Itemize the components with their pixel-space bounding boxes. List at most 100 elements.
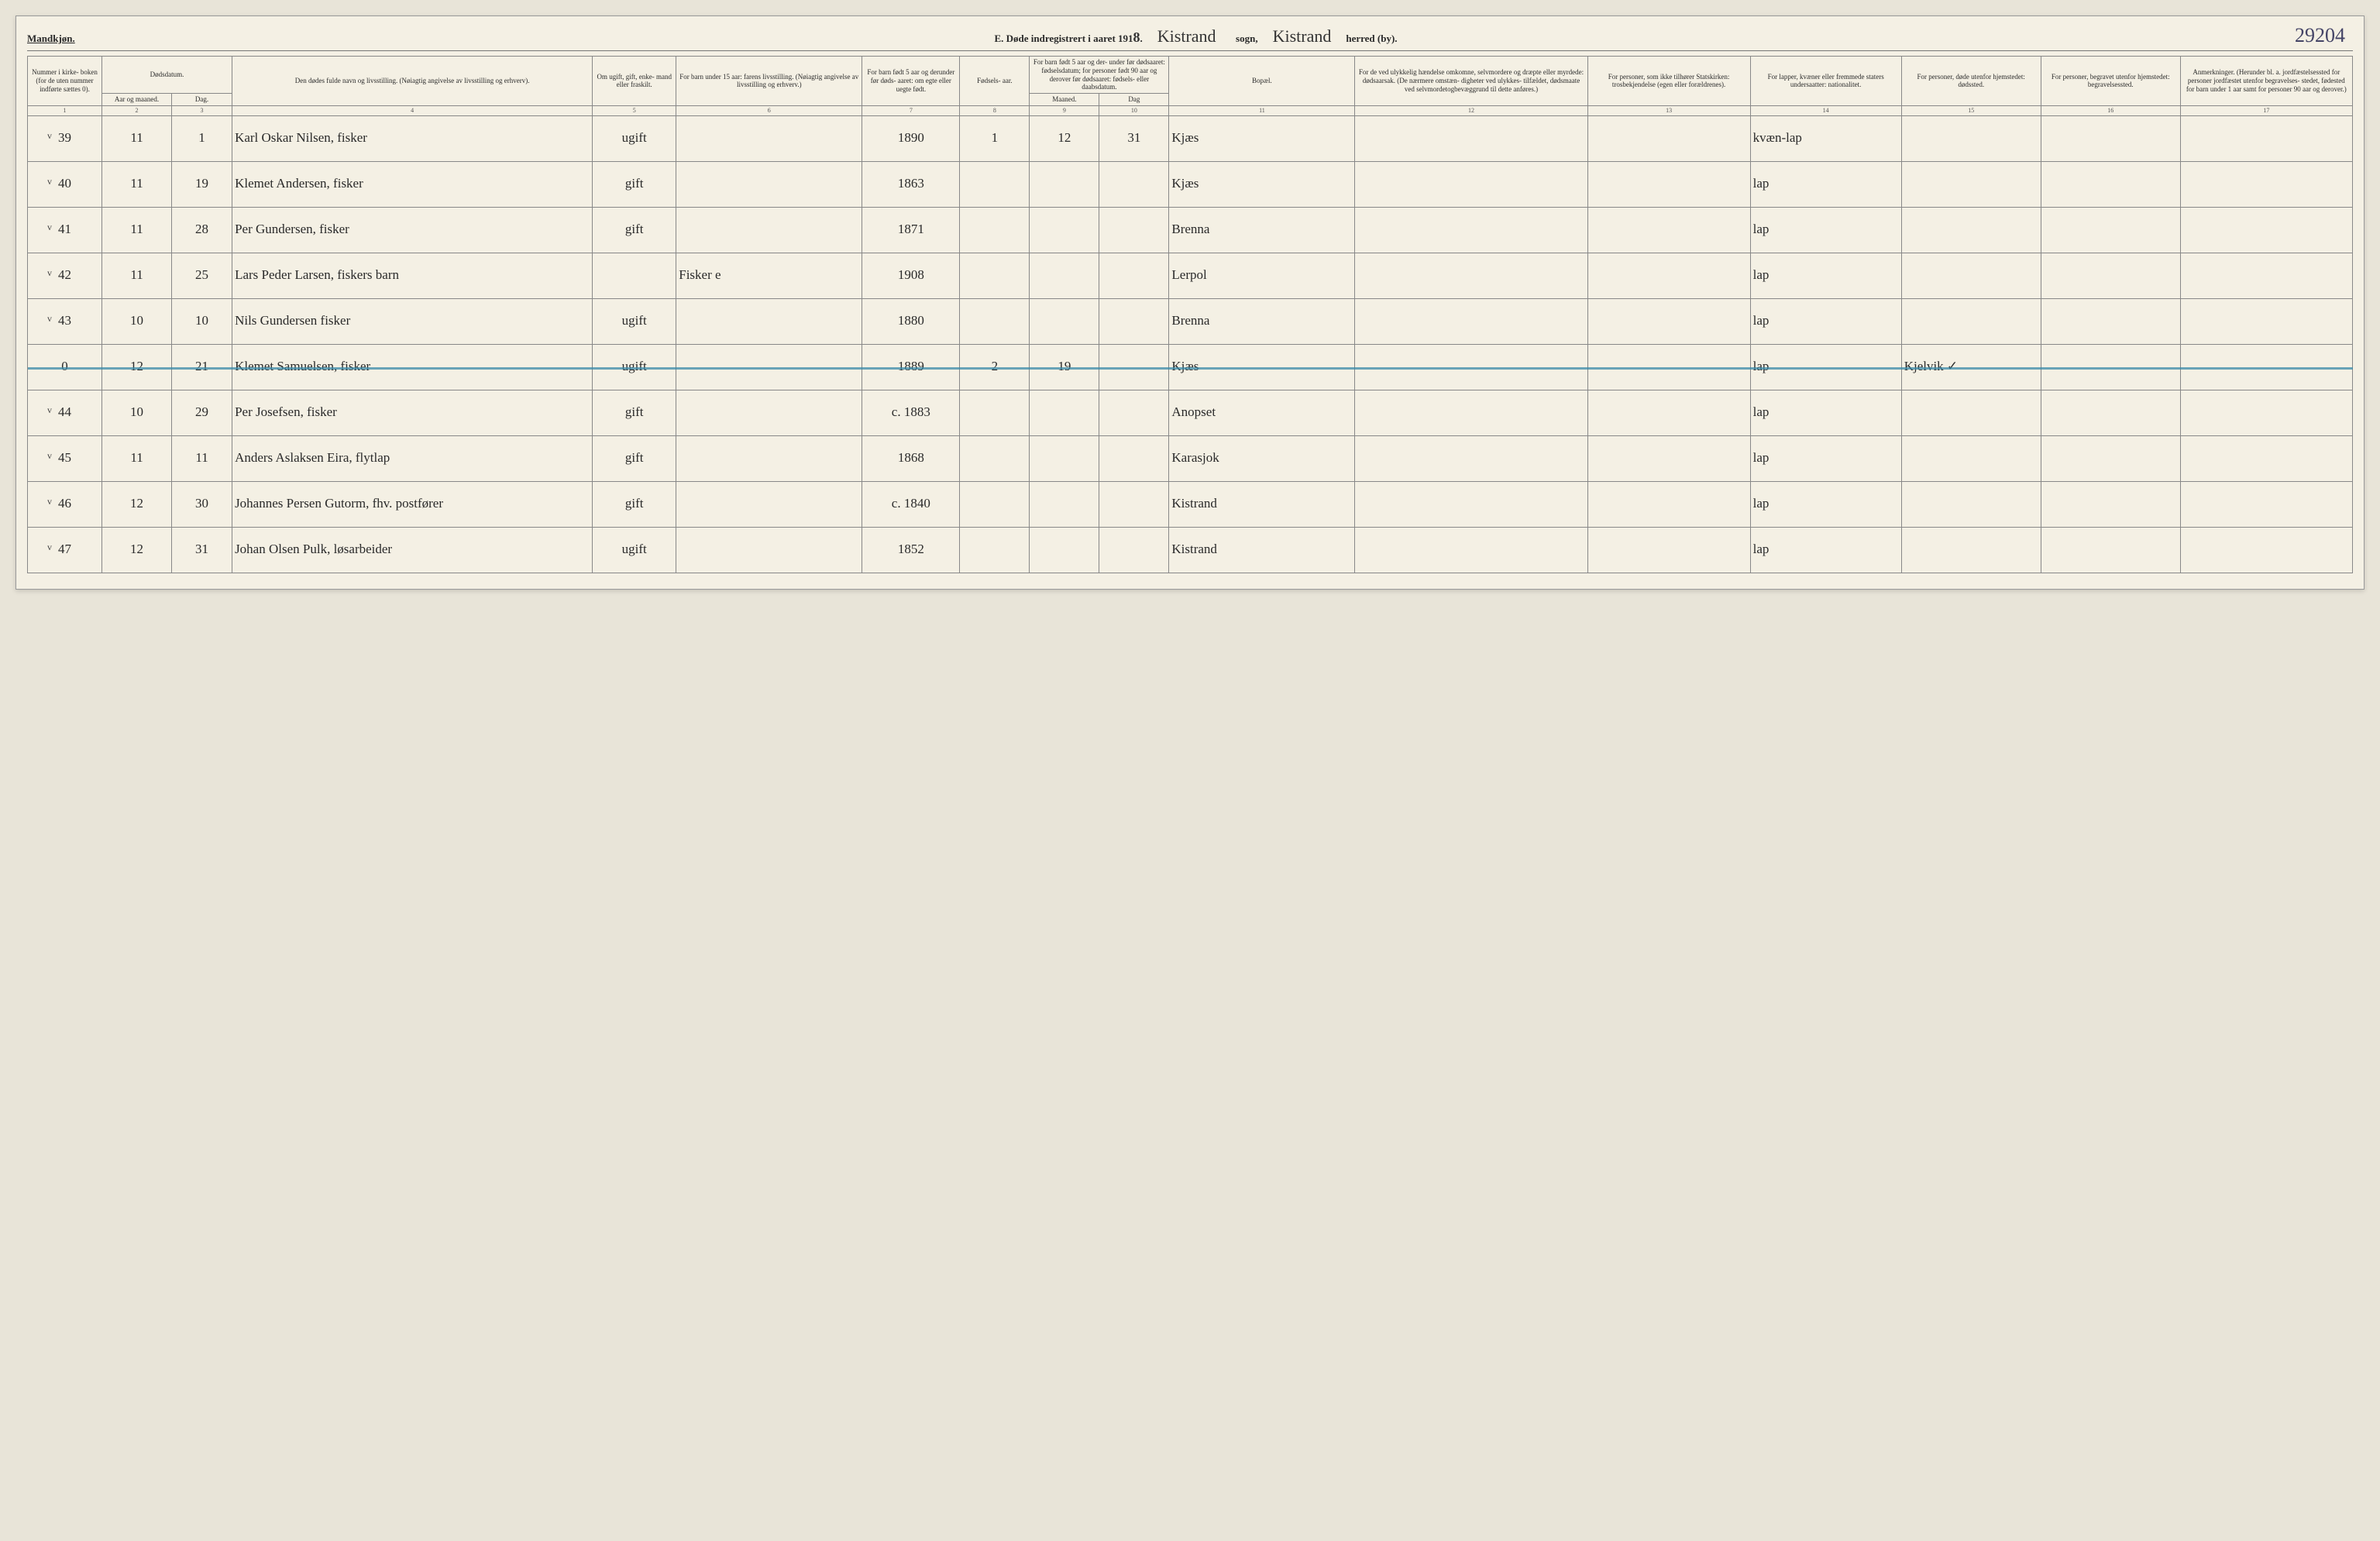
table-cell	[2180, 207, 2352, 253]
table-cell	[2041, 207, 2180, 253]
table-cell	[676, 344, 862, 390]
table-cell	[1587, 344, 1750, 390]
col-num: 6	[676, 105, 862, 115]
table-cell: Nils Gundersen fisker	[232, 298, 593, 344]
table-cell: Fisker e	[676, 253, 862, 298]
table-cell	[1355, 115, 1587, 161]
table-cell: lap	[1750, 344, 1901, 390]
margin-tick: v	[47, 314, 52, 324]
table-cell: Kjelvik ✓	[1901, 344, 2041, 390]
table-cell	[1901, 115, 2041, 161]
table-cell: 11	[102, 161, 172, 207]
table-cell: 19	[172, 161, 232, 207]
table-cell	[2180, 527, 2352, 573]
table-cell	[676, 115, 862, 161]
table-cell: Per Gundersen, fisker	[232, 207, 593, 253]
table-cell: Kjæs	[1169, 161, 1355, 207]
herred-value: Kistrand	[1268, 26, 1336, 46]
table-cell	[1901, 298, 2041, 344]
col-num: 8	[960, 105, 1030, 115]
table-cell: Johannes Persen Gutorm, fhv. postfører	[232, 481, 593, 527]
table-cell: gift	[593, 161, 676, 207]
table-cell	[1587, 390, 1750, 435]
table-cell: gift	[593, 435, 676, 481]
table-cell	[1587, 161, 1750, 207]
table-cell: lap	[1750, 253, 1901, 298]
table-cell	[960, 481, 1030, 527]
col-header: Fødsels- aar.	[960, 57, 1030, 106]
table-cell: 31	[172, 527, 232, 573]
table-cell	[2180, 390, 2352, 435]
table-cell	[2180, 161, 2352, 207]
table-cell	[2180, 253, 2352, 298]
table-cell: 11	[172, 435, 232, 481]
table-cell: 11	[102, 207, 172, 253]
table-cell: 1852	[862, 527, 960, 573]
table-cell	[1587, 481, 1750, 527]
col-header: For personer, døde utenfor hjemstedet: d…	[1901, 57, 2041, 106]
table-cell	[960, 435, 1030, 481]
col-header-group: Dødsdatum.	[102, 57, 232, 94]
col-header-group: For barn født 5 aar og der- under før dø…	[1030, 57, 1169, 94]
table-cell	[2041, 344, 2180, 390]
table-cell: lap	[1750, 161, 1901, 207]
margin-tick: v	[47, 497, 52, 507]
table-cell: Anopset	[1169, 390, 1355, 435]
table-cell: Kjæs	[1169, 115, 1355, 161]
table-cell: ugift	[593, 527, 676, 573]
table-cell: Anders Aslaksen Eira, flytlap	[232, 435, 593, 481]
table-cell: 1889	[862, 344, 960, 390]
table-cell	[676, 161, 862, 207]
col-header: For lapper, kvæner eller fremmede stater…	[1750, 57, 1901, 106]
page-number: 29204	[2295, 24, 2353, 47]
page-header: Mandkjøn. E. Døde indregistrert i aaret …	[27, 24, 2353, 51]
table-cell	[1355, 161, 1587, 207]
table-cell	[1355, 481, 1587, 527]
table-cell	[2180, 344, 2352, 390]
title-line: E. Døde indregistrert i aaret 1918. Kist…	[105, 26, 2287, 46]
register-table: Nummer i kirke- boken (for de uten numme…	[27, 56, 2353, 573]
table-cell	[676, 298, 862, 344]
col-header: For personer, begravet utenfor hjemstede…	[2041, 57, 2180, 106]
table-cell: Klemet Andersen, fisker	[232, 161, 593, 207]
table-row: v431010Nils Gundersen fiskerugift1880Bre…	[28, 298, 2353, 344]
table-cell: Per Josefsen, fisker	[232, 390, 593, 435]
table-row: v441029Per Josefsen, fiskergiftc. 1883An…	[28, 390, 2353, 435]
title-prefix: E. Døde indregistrert i aaret 191	[994, 33, 1133, 44]
table-cell	[1901, 481, 2041, 527]
table-cell	[2041, 390, 2180, 435]
table-cell	[2041, 161, 2180, 207]
col-header: For barn født 5 aar og derunder før døds…	[862, 57, 960, 106]
table-cell: lap	[1750, 298, 1901, 344]
table-cell	[1030, 253, 1099, 298]
col-header: Anmerkninger. (Herunder bl. a. jordfæste…	[2180, 57, 2352, 106]
table-cell	[960, 298, 1030, 344]
herred-label: herred (by).	[1346, 33, 1397, 44]
col-header: Dag.	[172, 94, 232, 106]
table-cell	[1587, 298, 1750, 344]
table-cell	[1355, 253, 1587, 298]
table-cell	[2041, 298, 2180, 344]
table-cell	[676, 207, 862, 253]
table-cell	[1587, 115, 1750, 161]
table-cell	[1030, 161, 1099, 207]
table-cell: Johan Olsen Pulk, løsarbeider	[232, 527, 593, 573]
table-cell: lap	[1750, 481, 1901, 527]
table-cell	[1099, 207, 1169, 253]
table-cell: 19	[1030, 344, 1099, 390]
col-num: 16	[2041, 105, 2180, 115]
table-cell	[1099, 161, 1169, 207]
margin-tick: v	[47, 177, 52, 187]
table-cell	[1099, 344, 1169, 390]
table-cell: 25	[172, 253, 232, 298]
table-cell: Kjæs	[1169, 344, 1355, 390]
table-cell: v46	[28, 481, 102, 527]
table-body: v39111Karl Oskar Nilsen, fiskerugift1890…	[28, 115, 2353, 573]
col-num: 7	[862, 105, 960, 115]
table-cell: v44	[28, 390, 102, 435]
col-num: 11	[1169, 105, 1355, 115]
col-num: 13	[1587, 105, 1750, 115]
ledger-page: Mandkjøn. E. Døde indregistrert i aaret …	[15, 15, 2365, 590]
table-cell: 1890	[862, 115, 960, 161]
table-cell	[676, 435, 862, 481]
